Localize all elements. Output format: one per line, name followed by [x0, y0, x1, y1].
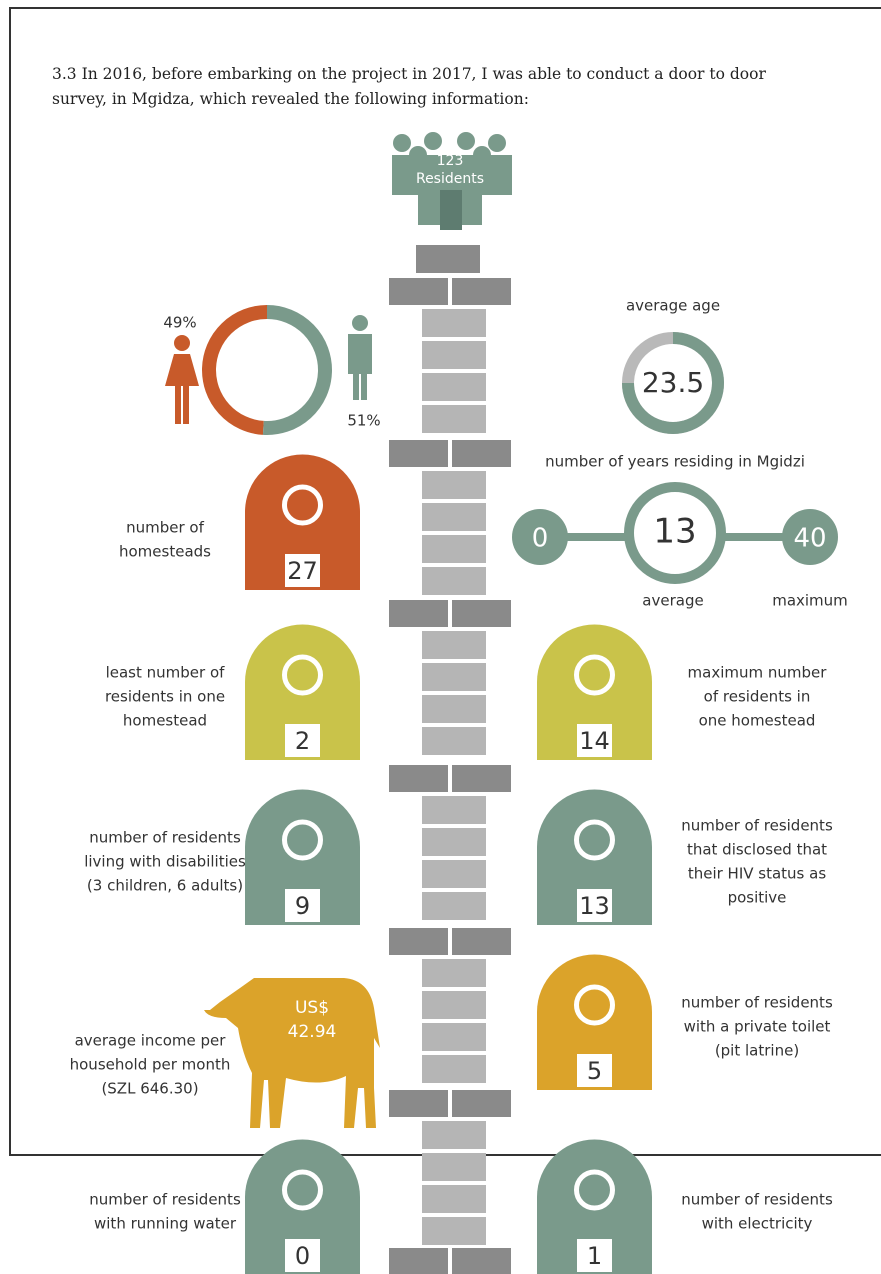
stat-label: with electricity: [702, 1215, 813, 1233]
years-title: number of years residing in Mgidzi: [545, 453, 805, 471]
brick: [422, 796, 486, 824]
brick: [389, 278, 448, 305]
brick: [422, 373, 486, 401]
brick: [416, 245, 480, 273]
brick: [389, 765, 448, 792]
stat-label: positive: [728, 889, 787, 907]
stat-value: 27: [287, 557, 318, 585]
brick-column: [389, 245, 511, 1274]
brick: [452, 1090, 511, 1117]
brick: [422, 1055, 486, 1083]
income-label: (SZL 646.30): [101, 1080, 198, 1098]
brick: [452, 600, 511, 627]
brick: [452, 928, 511, 955]
brick: [422, 631, 486, 659]
stat-label: number of residents: [681, 817, 833, 835]
infographic: 3.3 In 2016, before embarking on the pro…: [0, 0, 881, 1274]
residents-count: 123: [437, 153, 464, 169]
brick: [422, 309, 486, 337]
brick: [452, 278, 511, 305]
brick: [422, 405, 486, 433]
income-label: average income per: [75, 1032, 227, 1050]
average-age-label: average age: [626, 297, 720, 315]
stat-label: (pit latrine): [715, 1042, 799, 1060]
stat-label: with a private toilet: [684, 1018, 831, 1036]
brick: [422, 991, 486, 1019]
stat-label: living with disabilities: [84, 853, 246, 871]
years-average: 13: [653, 512, 696, 552]
intro-line: survey, in Mgidza, which revealed the fo…: [52, 90, 529, 108]
brick: [389, 1090, 448, 1117]
brick: [422, 663, 486, 691]
stat-value: 13: [579, 892, 610, 920]
brick: [422, 695, 486, 723]
stat-label: with running water: [94, 1215, 237, 1233]
stat-value: 5: [587, 1057, 602, 1085]
stat-label: homesteads: [119, 543, 211, 561]
brick: [389, 1248, 448, 1274]
brick: [422, 828, 486, 856]
brick: [422, 1153, 486, 1181]
years-max: 40: [793, 524, 826, 554]
average-age-value: 23.5: [642, 366, 704, 399]
female-percent: 49%: [163, 314, 196, 332]
cow-icon: [204, 978, 380, 1128]
male-icon: [348, 315, 372, 400]
brick: [422, 471, 486, 499]
brick: [452, 1248, 511, 1274]
brick: [422, 503, 486, 531]
stat-label: (3 children, 6 adults): [87, 877, 243, 895]
brick: [422, 341, 486, 369]
years-average-label: average: [642, 592, 703, 610]
female-icon: [165, 335, 199, 424]
brick: [389, 928, 448, 955]
years-min: 0: [532, 524, 549, 554]
brick: [452, 440, 511, 467]
brick: [422, 1121, 486, 1149]
brick: [422, 567, 486, 595]
income-currency: US$: [295, 998, 329, 1018]
gender-donut: [209, 312, 325, 428]
years-max-label: maximum: [772, 592, 848, 610]
brick: [422, 1217, 486, 1245]
stat-label: least number of: [106, 664, 226, 682]
stat-label: that disclosed that: [687, 841, 827, 859]
brick: [422, 535, 486, 563]
stat-label: number of residents: [681, 994, 833, 1012]
stat-label: maximum number: [688, 664, 828, 682]
stat-value: 1: [587, 1242, 602, 1270]
stat-label: number of residents: [681, 1191, 833, 1209]
brick: [389, 600, 448, 627]
brick: [422, 1185, 486, 1213]
intro-line: 3.3 In 2016, before embarking on the pro…: [52, 65, 766, 83]
brick: [422, 892, 486, 920]
stat-label: number of residents: [89, 829, 241, 847]
male-percent: 51%: [347, 412, 380, 430]
brick: [422, 1023, 486, 1051]
brick: [422, 860, 486, 888]
brick: [389, 440, 448, 467]
stat-label: their HIV status as: [688, 865, 827, 883]
stat-label: homestead: [123, 712, 207, 730]
stat-value: 14: [579, 727, 610, 755]
female-arc: [209, 312, 267, 428]
brick: [452, 765, 511, 792]
income-label: household per month: [70, 1056, 231, 1074]
stat-label: residents in one: [105, 688, 225, 706]
stat-label: of residents in: [704, 688, 811, 706]
stat-label: number of residents: [89, 1191, 241, 1209]
brick: [422, 959, 486, 987]
stat-value: 0: [295, 1242, 310, 1270]
stat-value: 9: [295, 892, 310, 920]
residents-label: Residents: [416, 171, 484, 187]
stat-value: 2: [295, 727, 310, 755]
male-arc: [263, 312, 325, 428]
brick: [422, 727, 486, 755]
stat-label: one homestead: [699, 712, 816, 730]
stat-label: number of: [126, 519, 204, 537]
income-value: 42.94: [288, 1022, 337, 1042]
